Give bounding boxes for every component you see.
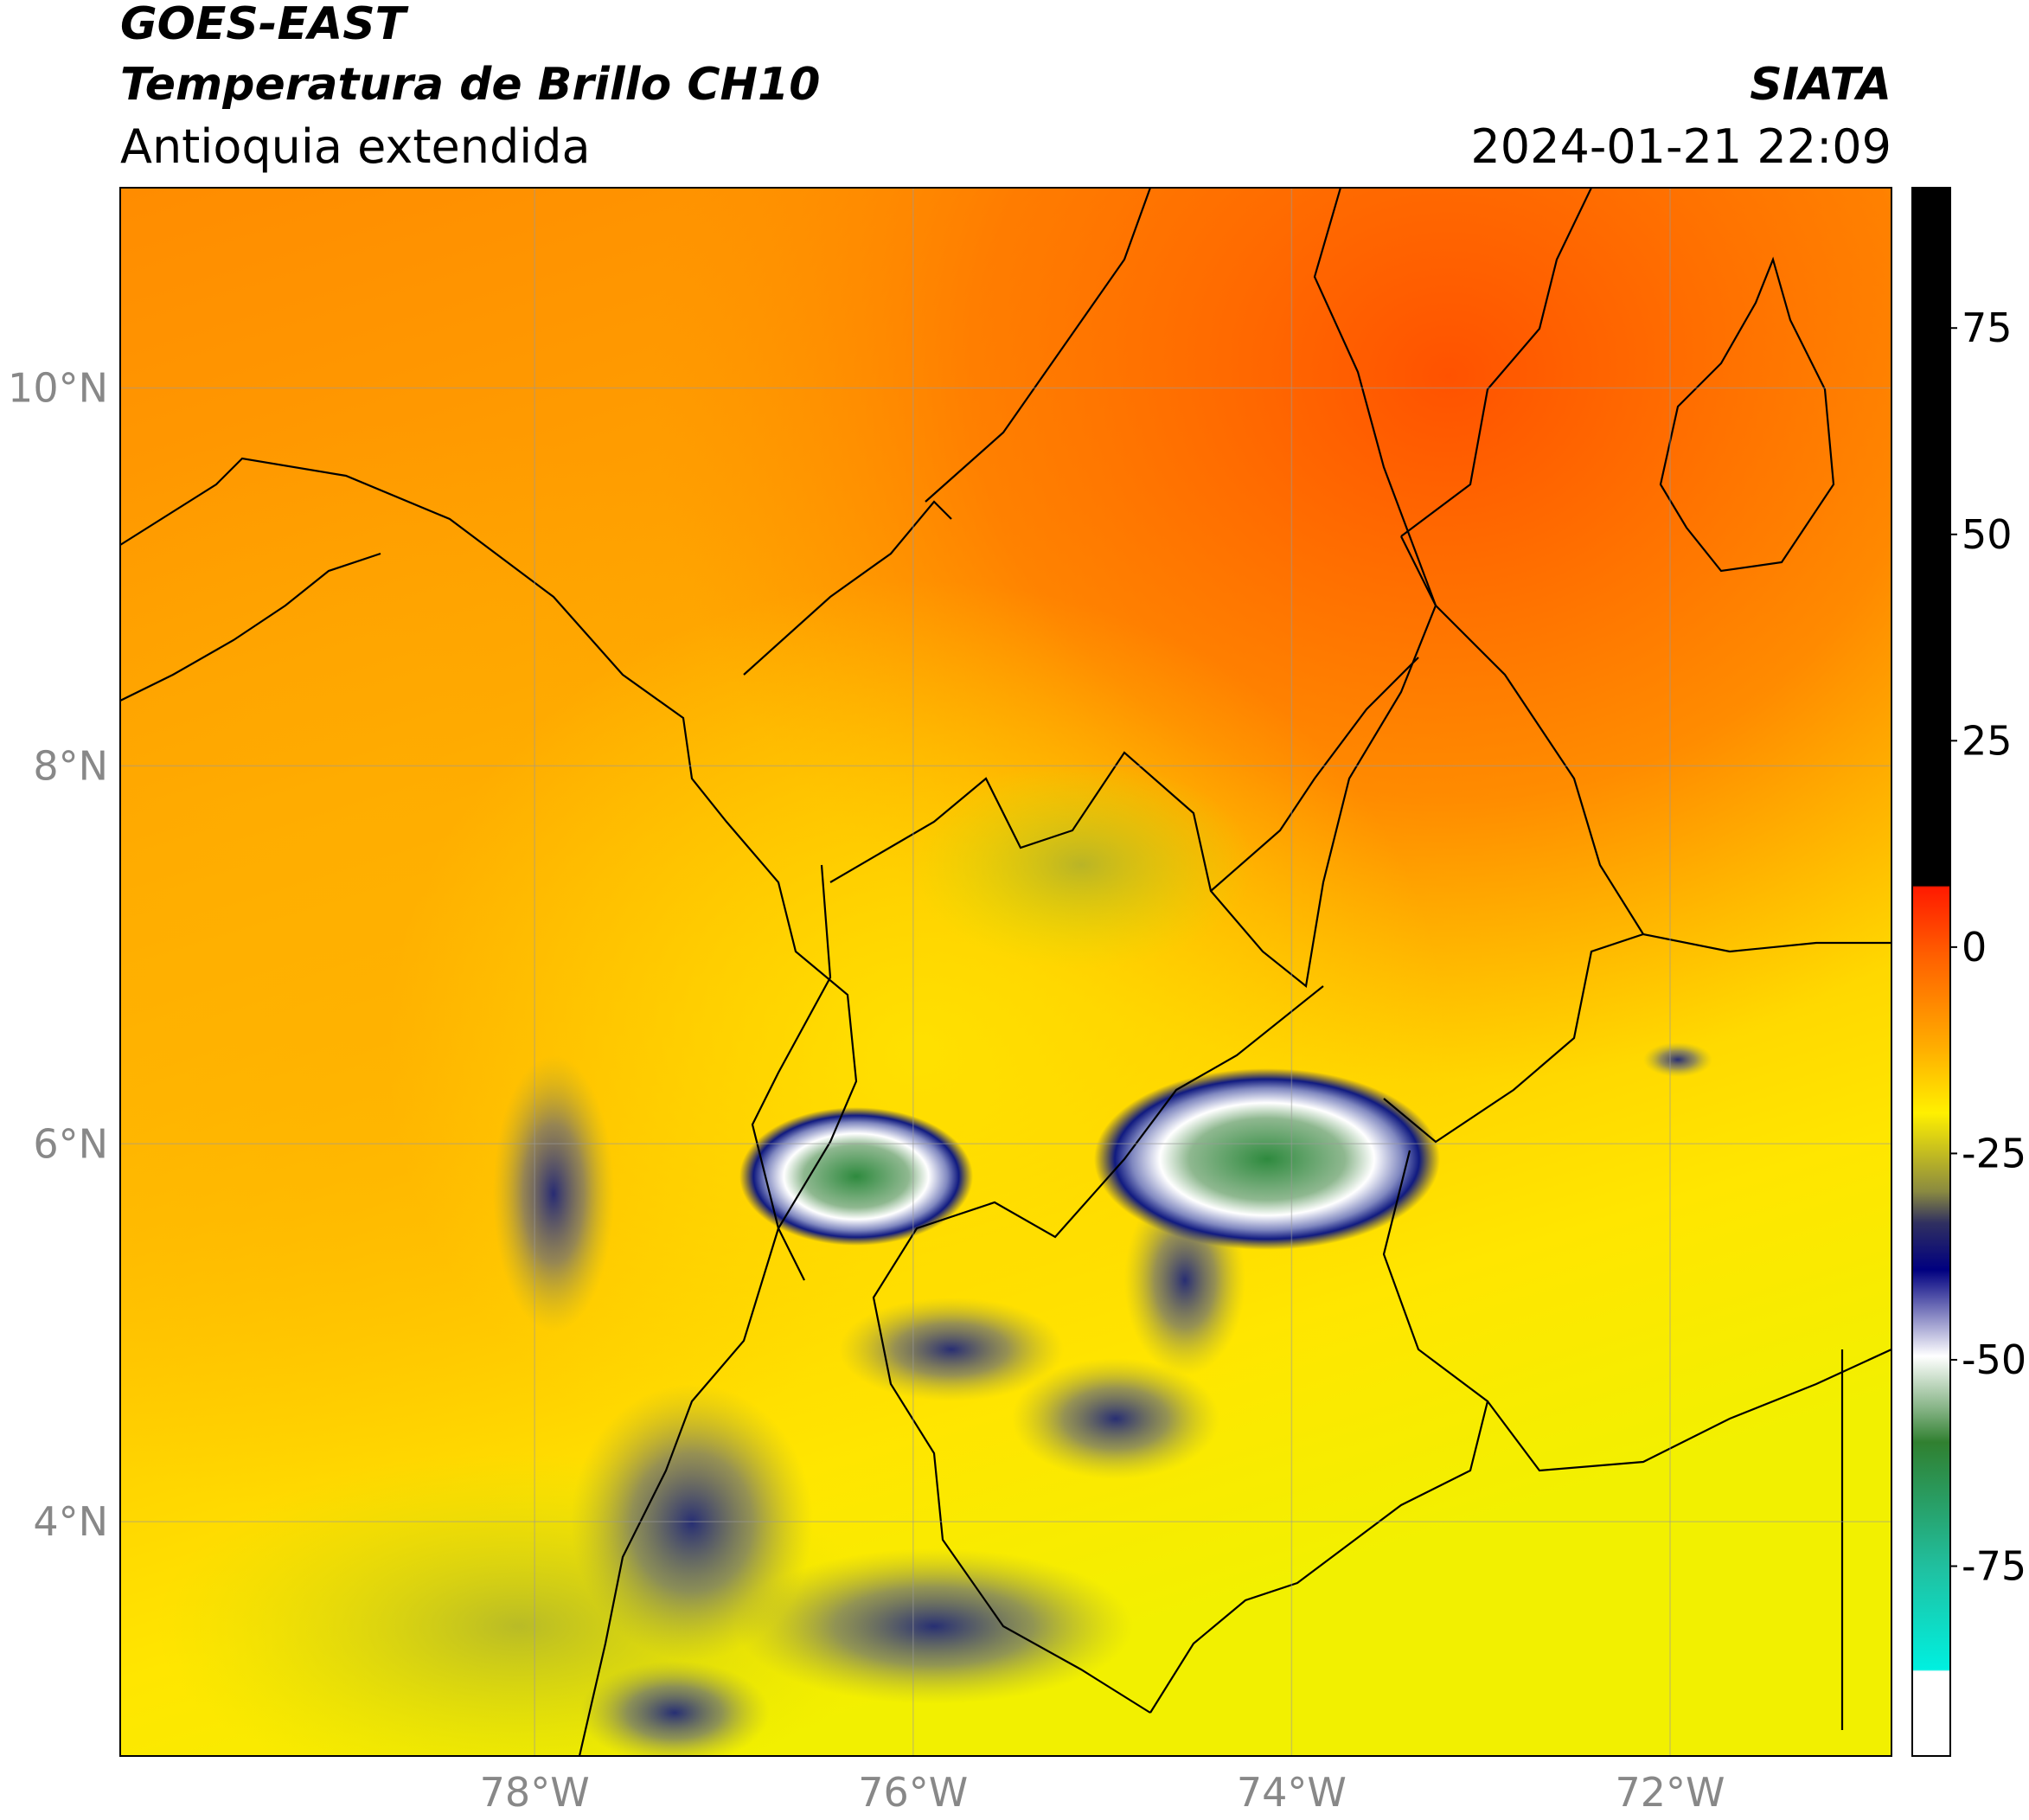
datetime: 2024-01-21 22:09 (1470, 119, 1891, 174)
lat-tick-label: 10°N (8, 365, 108, 412)
colorbar-tick-label: -25 (1962, 1130, 2026, 1176)
region: Antioquia extendida (120, 119, 591, 174)
lon-tick-label: 78°W (480, 1769, 590, 1816)
colorbar (1911, 187, 1951, 1757)
lon-tick-label: 72°W (1615, 1769, 1725, 1816)
lon-tick-label: 76°W (858, 1769, 968, 1816)
source: SIATA (1750, 59, 1891, 111)
colorbar-tick-label: 25 (1962, 717, 2013, 764)
lat-tick-label: 6°N (33, 1120, 108, 1167)
lat-tick-label: 8°N (33, 742, 108, 789)
colorbar-tick-label: -75 (1962, 1543, 2026, 1590)
subtitle: Temperatura de Brillo CH10 (120, 59, 820, 111)
map-image (120, 188, 1891, 1756)
colorbar-tick-label: 75 (1962, 304, 2013, 351)
lon-tick-label: 74°W (1237, 1769, 1347, 1816)
colorbar-tick-label: -50 (1962, 1336, 2026, 1383)
colorbar-tick-label: 0 (1962, 924, 1987, 971)
title: GOES-EAST (120, 0, 409, 50)
lat-tick-label: 4°N (33, 1498, 108, 1545)
map-frame (119, 187, 1892, 1757)
graticule (120, 188, 1891, 1756)
colorbar-tick-label: 50 (1962, 511, 2013, 558)
